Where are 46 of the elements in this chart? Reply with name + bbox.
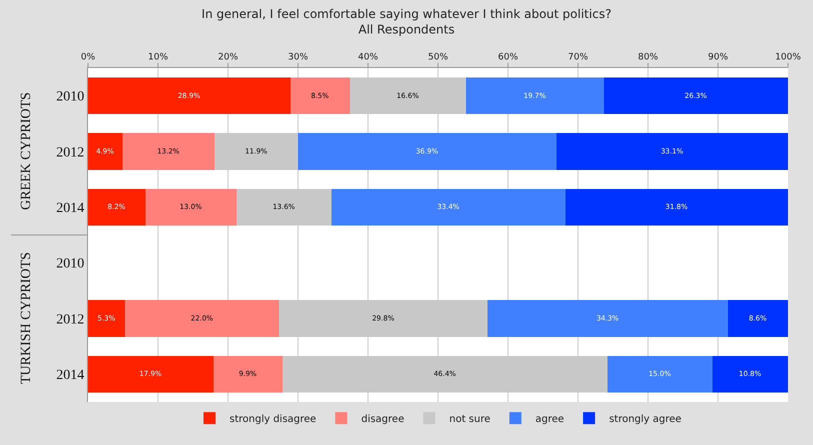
y-tick-label: 2014 [56,201,84,216]
bar [332,188,566,226]
bar [712,356,788,393]
bar [565,188,788,226]
y-tick-label: 2014 [56,368,84,384]
bar [466,77,604,114]
bar [145,188,236,226]
x-tick-label: 80% [638,52,658,62]
text: GREEK CYPRIOTS [19,92,34,210]
bar [88,356,214,393]
bar [604,77,788,114]
bar [88,188,146,226]
chart-subtitle: All Respondents [358,22,455,36]
bar [125,300,280,337]
x-tick-label: 30% [288,52,308,62]
x-tick-label: 50% [428,52,448,62]
bar [88,133,122,170]
y-tick-label: 2012 [56,145,84,160]
bar [607,356,712,393]
x-tick-label: 20% [218,52,238,62]
x-tick-label: 60% [498,52,518,62]
legend-label: strongly agree [609,414,682,426]
bar [88,77,290,114]
x-tick-label: 0% [80,52,96,62]
bar [213,356,283,393]
legend-label: disagree [361,414,404,426]
x-tick-label: 10% [148,52,168,62]
x-tick-label: 90% [708,52,728,62]
bar [728,300,788,337]
legend-label: not sure [449,414,490,426]
y-tick-label: 2012 [56,312,84,328]
text: TURKISH CYPRIOTS [19,252,34,384]
bar [88,300,126,337]
bar [556,133,788,170]
x-tick-label: 100% [775,52,802,62]
chart-title: In general, I feel comfortable saying whatever I think about politics? [202,6,612,21]
x-tick-label: 70% [568,52,588,62]
bar [122,133,215,170]
legend-label: agree [535,414,564,426]
y-tick-label: 2010 [56,256,84,272]
bar [298,133,556,170]
bar [488,300,728,337]
bar [290,77,350,114]
legend-label: strongly disagree [230,414,316,426]
y-tick-label: 2010 [56,90,84,105]
x-tick-label: 40% [358,52,378,62]
